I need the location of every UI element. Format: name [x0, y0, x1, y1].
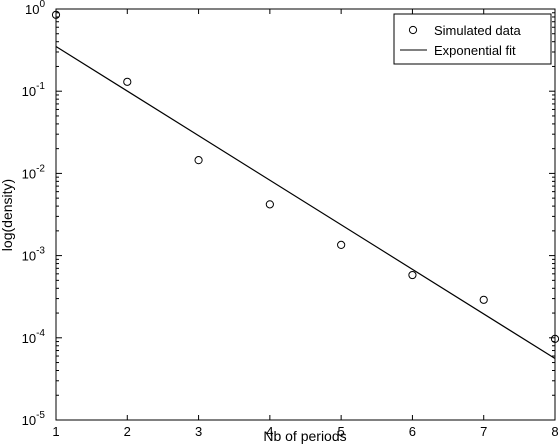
y-tick-label: 10-5 — [22, 410, 46, 428]
legend-label-simulated: Simulated data — [434, 23, 521, 38]
data-point — [123, 77, 132, 86]
data-point — [479, 295, 488, 304]
series-layer — [51, 10, 559, 360]
y-tick-label: 100 — [25, 0, 45, 17]
legend: Simulated data Exponential fit — [393, 13, 552, 65]
x-tick-label: 2 — [124, 424, 131, 439]
y-tick-label: 10-4 — [22, 328, 46, 346]
legend-label-fit: Exponential fit — [434, 43, 516, 58]
fit-line — [55, 45, 556, 360]
x-tick-label: 6 — [409, 424, 416, 439]
legend-box — [393, 13, 552, 65]
data-point — [408, 270, 417, 280]
x-axis-label: Nb of periods — [263, 428, 346, 444]
y-axis-label: log(density) — [0, 179, 15, 251]
x-tick-label: 7 — [480, 424, 487, 439]
data-point — [194, 156, 203, 165]
y-tick-label: 10-3 — [22, 246, 46, 264]
y-axis-ticks: 10-5 10-4 10-3 10-2 10-1 100 — [22, 0, 555, 428]
plot-area — [55, 8, 556, 421]
x-tick-label: 8 — [551, 424, 558, 439]
data-point — [337, 240, 346, 249]
data-point — [265, 200, 274, 209]
x-axis-ticks: 1 2 3 4 5 6 7 8 — [52, 9, 559, 439]
x-tick-label: 4 — [266, 424, 273, 439]
x-tick-label: 3 — [195, 424, 202, 439]
y-tick-label: 10-1 — [22, 81, 46, 99]
x-tick-label: 1 — [52, 424, 59, 439]
legend-marker-simulated — [408, 25, 418, 35]
y-tick-label: 10-2 — [22, 163, 46, 181]
data-point — [51, 10, 61, 19]
x-tick-label: 5 — [338, 424, 345, 439]
